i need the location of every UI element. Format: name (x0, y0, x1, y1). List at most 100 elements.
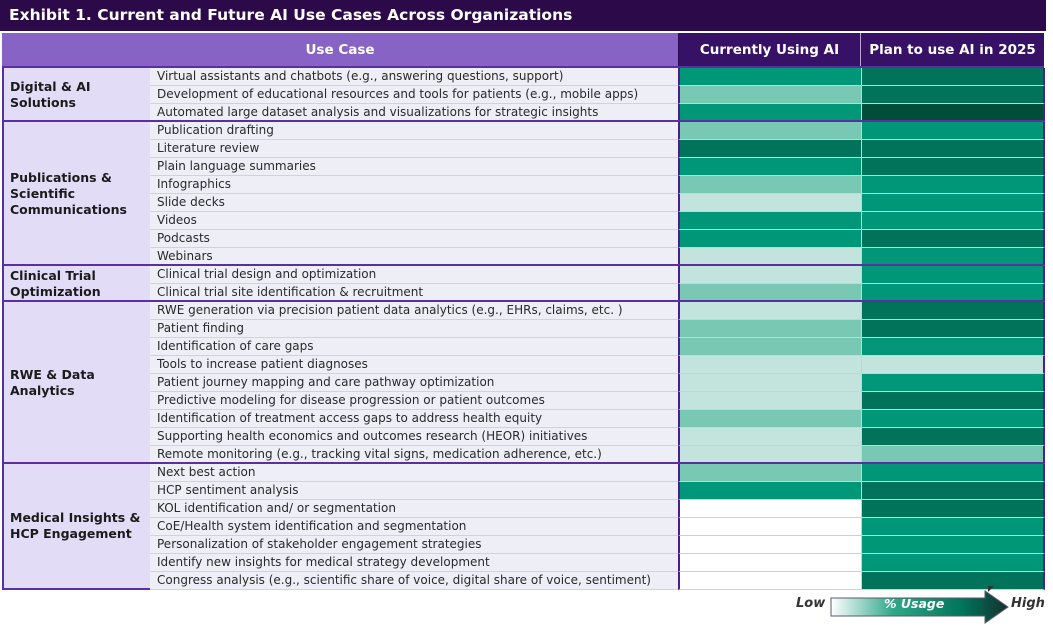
heat-cell-current (678, 428, 861, 446)
heat-cell-plan-2025 (861, 464, 1045, 482)
use-case-label: Congress analysis (e.g., scientific shar… (150, 572, 685, 590)
heat-cell-plan-2025 (861, 410, 1045, 428)
table-row: KOL identification and/ or segmentation (150, 500, 1045, 518)
heat-cell-current (678, 464, 861, 482)
heat-cell-current (678, 554, 861, 572)
heat-cell-plan-2025 (861, 374, 1045, 392)
heat-cell-current (678, 356, 861, 374)
use-case-label: HCP sentiment analysis (150, 482, 685, 500)
heat-cell-current (678, 320, 861, 338)
table-row: Personalization of stakeholder engagemen… (150, 536, 1045, 554)
table-row: CoE/Health system identification and seg… (150, 518, 1045, 536)
use-case-label: RWE generation via precision patient dat… (150, 302, 685, 320)
usage-legend: Low % Usage High (790, 590, 1050, 624)
table-row: Patient journey mapping and care pathway… (150, 374, 1045, 392)
heat-cell-current (678, 86, 861, 104)
table-row: Patient finding (150, 320, 1045, 338)
heat-cell-current (678, 338, 861, 356)
use-case-label: Supporting health economics and outcomes… (150, 428, 685, 446)
heat-cell-current (678, 374, 861, 392)
table-row: Identification of treatment access gaps … (150, 410, 1045, 428)
heat-cell-plan-2025 (861, 122, 1045, 140)
heat-cell-plan-2025 (861, 392, 1045, 410)
heat-cell-current (678, 122, 861, 140)
use-case-label: Plain language summaries (150, 158, 685, 176)
table-row: Clinical trial design and optimization (150, 266, 1045, 284)
heat-cell-plan-2025 (861, 158, 1045, 176)
legend-high-label: High (1011, 596, 1045, 611)
table-row: Slide decks (150, 194, 1045, 212)
heat-cell-plan-2025 (861, 482, 1045, 500)
use-case-label: Patient finding (150, 320, 685, 338)
heat-cell-plan-2025 (861, 320, 1045, 338)
heat-cell-plan-2025 (861, 68, 1045, 86)
gradient-arrow-icon (830, 590, 1009, 624)
heat-cell-plan-2025 (861, 518, 1045, 536)
heat-cell-current (678, 536, 861, 554)
use-case-label: Tools to increase patient diagnoses (150, 356, 685, 374)
heat-cell-plan-2025 (861, 86, 1045, 104)
heat-cell-current (678, 158, 861, 176)
legend-low-label: Low (796, 596, 826, 611)
category-label: Publications & Scientific Communications (2, 122, 150, 266)
use-case-label: Infographics (150, 176, 685, 194)
heat-cell-current (678, 518, 861, 536)
heat-cell-plan-2025 (861, 230, 1045, 248)
table-row: Infographics (150, 176, 1045, 194)
heat-cell-current (678, 572, 861, 590)
table-row: Supporting health economics and outcomes… (150, 428, 1045, 446)
table-row: Publication drafting (150, 122, 1045, 140)
legend-usage-label: % Usage (884, 596, 945, 611)
heat-cell-current (678, 302, 861, 320)
heat-cell-current (678, 140, 861, 158)
table-row: Webinars (150, 248, 1045, 266)
category-group: RWE & Data Analytics RWE generation via p… (2, 300, 1045, 464)
heat-cell-plan-2025 (861, 212, 1045, 230)
category-group: Clinical Trial Optimization Clinical tria… (2, 264, 1045, 302)
category-label: Digital & AI Solutions (2, 68, 150, 122)
use-case-label: Next best action (150, 464, 685, 482)
heat-cell-current (678, 212, 861, 230)
use-case-label: CoE/Health system identification and seg… (150, 518, 685, 536)
use-case-label: Identification of treatment access gaps … (150, 410, 685, 428)
use-case-label: Patient journey mapping and care pathway… (150, 374, 685, 392)
table-row: HCP sentiment analysis (150, 482, 1045, 500)
heat-cell-plan-2025 (861, 500, 1045, 518)
heat-cell-plan-2025 (861, 554, 1045, 572)
mouse-cursor-icon (988, 586, 994, 592)
use-case-label: Clinical trial design and optimization (150, 266, 685, 284)
heat-cell-current (678, 500, 861, 518)
heat-cell-plan-2025 (861, 302, 1045, 320)
heat-cell-plan-2025 (861, 176, 1045, 194)
use-case-label: Literature review (150, 140, 685, 158)
table-row: Identify new insights for medical strate… (150, 554, 1045, 572)
heat-cell-current (678, 230, 861, 248)
table-row: Development of educational resources and… (150, 86, 1045, 104)
use-case-label: Slide decks (150, 194, 685, 212)
heat-cell-current (678, 482, 861, 500)
table-row: Podcasts (150, 230, 1045, 248)
table-row: Videos (150, 212, 1045, 230)
heat-cell-plan-2025 (861, 536, 1045, 554)
heat-cell-plan-2025 (861, 266, 1045, 284)
category-group: Digital & AI Solutions Virtual assistants… (2, 66, 1045, 122)
use-case-label: Identify new insights for medical strate… (150, 554, 685, 572)
exhibit-title: Exhibit 1. Current and Future AI Use Cas… (0, 0, 1046, 31)
table-row: Congress analysis (e.g., scientific shar… (150, 572, 1045, 590)
table-row: Identification of care gaps (150, 338, 1045, 356)
use-case-label: Identification of care gaps (150, 338, 685, 356)
table-row: Predictive modeling for disease progress… (150, 392, 1045, 410)
table-row: Next best action (150, 464, 1045, 482)
heat-cell-plan-2025 (861, 140, 1045, 158)
heat-cell-current (678, 392, 861, 410)
header-plan-2025: Plan to use AI in 2025 (860, 33, 1044, 66)
heat-cell-plan-2025 (861, 356, 1045, 374)
heat-cell-plan-2025 (861, 194, 1045, 212)
heat-cell-plan-2025 (861, 338, 1045, 356)
heat-cell-current (678, 194, 861, 212)
header-currently-using-ai: Currently Using AI (678, 33, 860, 66)
table-row: RWE generation via precision patient dat… (150, 302, 1045, 320)
heat-cell-current (678, 266, 861, 284)
use-case-label: Podcasts (150, 230, 685, 248)
use-case-label: KOL identification and/ or segmentation (150, 500, 685, 518)
